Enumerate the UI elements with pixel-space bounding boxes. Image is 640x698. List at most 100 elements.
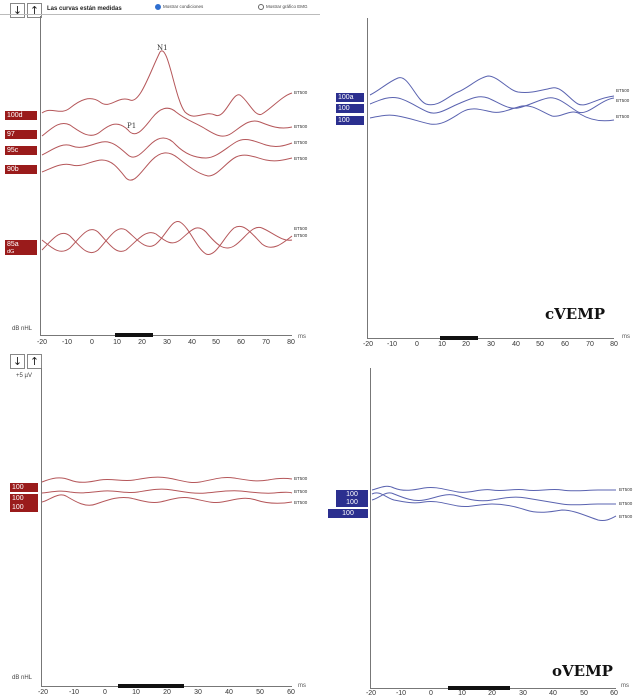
bt500-label: BT500 <box>294 233 308 238</box>
intensity-tag-100a[interactable]: 100a <box>336 93 364 102</box>
x-tick-label: 70 <box>262 339 270 346</box>
tr-plot <box>367 18 615 340</box>
bt500-label: BT500 <box>294 156 308 161</box>
waveform-100b <box>371 492 616 506</box>
x-tick-label: 10 <box>132 689 140 696</box>
x-tick-label: -20 <box>37 689 49 696</box>
waveform-100a <box>371 485 616 493</box>
panel-bottom-left: ↓ ↑ +5 µV 100 100 100 BT500 BT500 BT500 … <box>0 352 320 698</box>
x-unit-label: ms <box>298 334 306 340</box>
x-tick-label: -10 <box>395 690 407 697</box>
arrow-up-button[interactable]: ↑ <box>27 354 42 369</box>
stimulus-bar <box>115 333 153 337</box>
intensity-tag-100[interactable]: 100 <box>10 503 38 512</box>
y-unit-label: dB nHL <box>12 675 33 681</box>
x-tick-label: 50 <box>212 339 220 346</box>
x-tick-label: 0 <box>429 690 433 697</box>
intensity-tag-sublabel: dG <box>7 249 15 255</box>
intensity-tag-100[interactable]: 100 <box>336 116 364 125</box>
x-unit-label: ms <box>298 683 306 689</box>
x-tick-label: 60 <box>561 341 569 348</box>
x-tick-label: 50 <box>580 690 588 697</box>
x-tick-label: 50 <box>256 689 264 696</box>
bt500-label: BT500 <box>294 500 308 505</box>
x-tick-label: -20 <box>36 339 48 346</box>
waveform-85a-1 <box>41 220 293 255</box>
x-tick-label: 40 <box>549 690 557 697</box>
bt500-label: BT500 <box>294 90 308 95</box>
panel-top-right: 100a 100 100 BT500 BT500 BT500 cVEMP ms … <box>320 0 640 352</box>
y-unit-label: dB nHL <box>12 326 33 332</box>
x-tick-label: 0 <box>103 689 107 696</box>
bt500-label: BT500 <box>619 487 633 492</box>
x-tick-label: 10 <box>438 341 446 348</box>
intensity-tag-100[interactable]: 100 <box>328 509 368 518</box>
intensity-tag-100[interactable]: 100 <box>336 490 368 499</box>
x-tick-label: 60 <box>287 689 295 696</box>
x-tick-label: 50 <box>536 341 544 348</box>
cvemp-label: cVEMP <box>545 305 606 323</box>
waveform-100c <box>371 492 617 521</box>
intensity-tag-100d[interactable]: 100d <box>5 111 37 120</box>
x-tick-label: 10 <box>113 339 121 346</box>
arrow-down-button[interactable]: ↓ <box>10 354 25 369</box>
intensity-tag-100[interactable]: 100 <box>10 494 38 503</box>
intensity-tag-100[interactable]: 100 <box>336 104 364 113</box>
x-tick-label: -20 <box>365 690 377 697</box>
br-plot <box>370 368 617 690</box>
bt500-label: BT500 <box>616 88 630 93</box>
waveform-100a <box>41 476 293 483</box>
x-tick-label: 20 <box>138 339 146 346</box>
stimulus-bar <box>440 336 478 340</box>
waveform-95c <box>41 137 293 159</box>
bt500-label: BT500 <box>619 501 633 506</box>
x-tick-label: -20 <box>362 341 374 348</box>
intensity-tag-label: 85a <box>7 241 19 248</box>
x-tick-label: 40 <box>512 341 520 348</box>
bt500-label: BT500 <box>294 489 308 494</box>
x-tick-label: 40 <box>188 339 196 346</box>
x-unit-label: ms <box>622 334 630 340</box>
x-tick-label: 20 <box>163 689 171 696</box>
bt500-label: BT500 <box>619 514 633 519</box>
radio-show-conditions[interactable]: Mostrar condiciones <box>155 4 203 10</box>
x-tick-label: 80 <box>287 339 295 346</box>
waveform-85a-2 <box>41 226 293 252</box>
x-tick-label: -10 <box>61 339 73 346</box>
curves-status-title: Las curvas están medidas <box>47 6 122 12</box>
intensity-tag-100[interactable]: 100 <box>10 483 38 492</box>
x-tick-label: 20 <box>488 690 496 697</box>
x-tick-label: 70 <box>586 341 594 348</box>
waveform-100c <box>41 494 293 506</box>
x-tick-label: 0 <box>90 339 94 346</box>
intensity-tag-85a[interactable]: 85a dG <box>5 240 37 255</box>
intensity-tag-100[interactable]: 100 <box>336 498 368 507</box>
waveform-97 <box>41 107 293 137</box>
stimulus-bar <box>448 686 510 690</box>
bl-plot <box>41 368 293 688</box>
x-tick-label: 30 <box>487 341 495 348</box>
x-tick-label: 10 <box>458 690 466 697</box>
intensity-tag-97[interactable]: 97 <box>5 130 37 139</box>
peak-label-n1: N1 <box>157 44 168 52</box>
waveform-100a <box>369 75 615 106</box>
bt500-label: BT500 <box>294 124 308 129</box>
intensity-tag-90b[interactable]: 90b <box>5 165 37 174</box>
bt500-label: BT500 <box>294 476 308 481</box>
x-tick-label: 30 <box>194 689 202 696</box>
waveform-100b <box>41 488 293 494</box>
peak-label-p1: P1 <box>127 122 137 130</box>
x-tick-label: 30 <box>519 690 527 697</box>
radio-selected-icon <box>155 4 161 10</box>
bt500-label: BT500 <box>616 98 630 103</box>
tl-plot <box>0 14 320 337</box>
intensity-tag-95c[interactable]: 95c <box>5 146 37 155</box>
panel-bottom-right: 100 100 100 BT500 BT500 BT500 oVEMP ms -… <box>320 352 640 698</box>
x-tick-label: 40 <box>225 689 233 696</box>
ovemp-label: oVEMP <box>552 662 613 680</box>
x-tick-label: -10 <box>68 689 80 696</box>
x-tick-label: 30 <box>163 339 171 346</box>
x-tick-label: 60 <box>237 339 245 346</box>
bt500-label: BT500 <box>616 114 630 119</box>
radio-show-emg[interactable]: Mostrar gráfico EMG <box>258 4 308 10</box>
